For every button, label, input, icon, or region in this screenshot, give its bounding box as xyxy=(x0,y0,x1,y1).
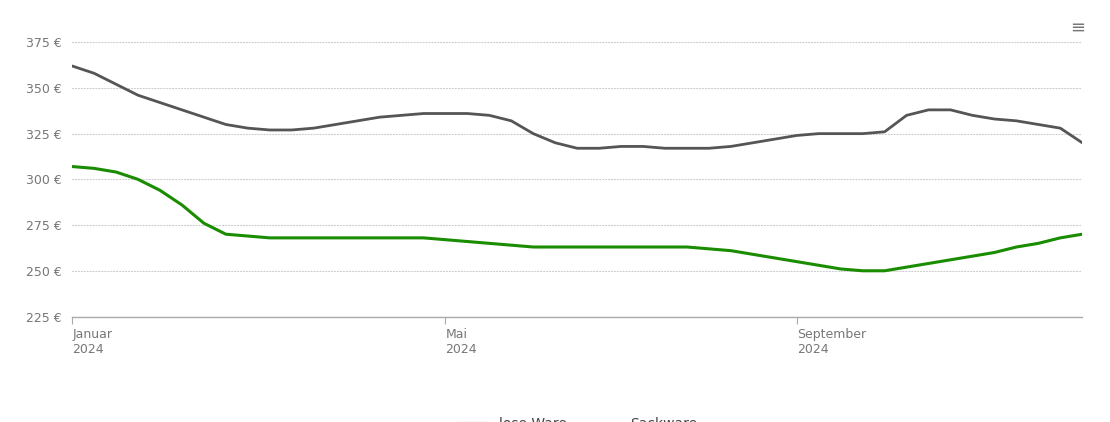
Text: ≡: ≡ xyxy=(1070,19,1086,37)
Legend: lose Ware, Sackware: lose Ware, Sackware xyxy=(452,411,703,422)
